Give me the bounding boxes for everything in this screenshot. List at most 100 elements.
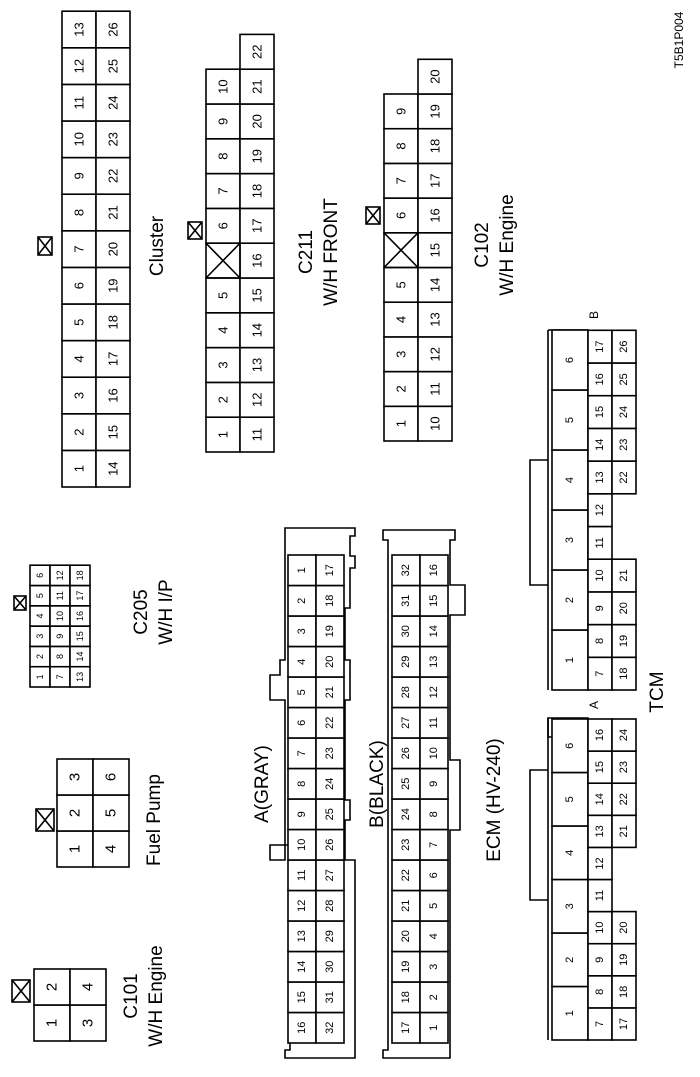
- ecm-a-pin-number: 8: [296, 781, 308, 787]
- c205-pin-cell: [69, 564, 91, 587]
- ecm-b-pin-cell: [391, 859, 421, 892]
- ecm-b-pin-number: 24: [400, 808, 412, 820]
- tcm-a-pin-number: 23: [618, 761, 630, 773]
- tcm-b-pin-cell: [611, 558, 637, 593]
- tcm-b-pin-1: 1: [551, 629, 589, 691]
- tcm-a-pin-20: 20: [611, 910, 637, 945]
- tcm-label: TCM: [647, 671, 668, 712]
- cluster-label: Cluster: [147, 215, 168, 276]
- cluster-pin-number: 19: [106, 278, 121, 292]
- c211-pin-number: 12: [250, 393, 265, 407]
- c211-pin-number: 5: [216, 292, 231, 299]
- cluster-pin-number: 1: [72, 465, 87, 472]
- c205-pin-number: 6: [35, 573, 45, 578]
- cluster-pin-number: 2: [72, 428, 87, 435]
- ecm-b-pin-number: 12: [428, 686, 440, 698]
- cluster-pin-10: 10: [61, 120, 97, 159]
- ecm-a-pin-17: 17: [315, 554, 345, 587]
- ecm-a-pin-cell: [315, 1011, 345, 1044]
- tcm-b-pin-3: 3: [551, 509, 589, 571]
- c205-pin-14: 14: [69, 645, 91, 668]
- c211-pin-number: 22: [250, 45, 265, 59]
- tcm-b-pin-19: 19: [611, 623, 637, 659]
- tcm-a-pin-number: 10: [594, 922, 606, 934]
- cluster-pin-cell: [95, 339, 131, 379]
- c211-pin-16: 16: [239, 242, 275, 279]
- c101-pin-2: 2: [33, 968, 71, 1006]
- ecm-b-pin-number: 27: [400, 717, 412, 729]
- tcm-a-pin-cell: [587, 718, 613, 752]
- cluster-pin-number: 9: [72, 172, 87, 179]
- c102-pin-cell: [417, 58, 453, 95]
- tcm-a-pin-19: 19: [611, 942, 637, 977]
- tcm-b-pin-number: 15: [594, 406, 606, 418]
- tcm-a-pin-number: 13: [594, 825, 606, 837]
- c211-pin-7: 7: [205, 172, 241, 210]
- ecm-b-pin-13: 13: [419, 645, 449, 678]
- tcm-a-pin-12: 12: [587, 846, 613, 881]
- ecm-b-pin-cell: [419, 859, 449, 892]
- ecm-b-pin-12: 12: [419, 676, 449, 709]
- ecm-b-pin-number: 15: [428, 595, 440, 607]
- cluster-pin-number: 11: [72, 96, 87, 110]
- c211-pin-number: 4: [216, 327, 231, 334]
- tcm-a-pin-cell: [587, 878, 613, 913]
- fuel-pump-pin-number: 4: [103, 845, 120, 853]
- tcm-a-pin-number: 21: [618, 825, 630, 837]
- c102-pin-cell: [383, 336, 419, 373]
- fuel-pump-pin-6: 6: [92, 758, 130, 796]
- c211-label-harness: W/H FRONT: [321, 198, 342, 306]
- fuel-pump-pin-number: 1: [67, 845, 84, 853]
- fuel-pump-pin-cell: [92, 830, 130, 868]
- ecm-a-pin-cell: [315, 584, 345, 617]
- ecm-b-pin-28: 28: [391, 676, 421, 709]
- tcm-b-pin-number: 12: [594, 504, 606, 516]
- ecm-a-pin-number: 26: [324, 839, 336, 851]
- c211-blank-cavity-x2: [205, 242, 241, 279]
- tcm-a-pin-number: 14: [594, 793, 606, 805]
- tcm-a-pin-number: 2: [564, 957, 576, 963]
- ecm-b-pin-cell: [391, 828, 421, 861]
- c211-pin-22: 22: [239, 33, 275, 71]
- c211-pin-6: 6: [205, 207, 241, 244]
- ecm-a-pin-number: 19: [324, 625, 336, 637]
- tcm-a-pin-number: 12: [594, 857, 606, 869]
- ecm-b-pin-number: 7: [428, 842, 440, 848]
- ecm-a-pin-number: 28: [324, 900, 336, 912]
- tcm-b-pin-cell: [587, 329, 613, 364]
- connector-c101: 1 2 3 4 C101 W/H Engine: [11, 945, 167, 1047]
- c102-pin-number: 14: [428, 278, 443, 292]
- tcm-a-pin-22: 22: [611, 782, 637, 817]
- ecm-b-pin-cell: [419, 554, 449, 587]
- ecm-b-pin-10: 10: [419, 737, 449, 770]
- c101-label-id: C101: [121, 973, 142, 1018]
- ecm-b-pin-number: 22: [400, 869, 412, 881]
- tcm-a-pin-number: 16: [594, 729, 606, 741]
- cluster-pin-cell: [95, 10, 131, 49]
- c211-pin-number: 18: [250, 184, 265, 198]
- ecm-b-pin-number: 23: [400, 839, 412, 851]
- ecm-a-pin-14: 14: [287, 950, 317, 983]
- ecm-a-pin-cell: [315, 737, 345, 770]
- c211-pin-number: 19: [250, 149, 265, 163]
- ecm-b-pin-number: 8: [428, 811, 440, 817]
- cluster-pin-25: 25: [95, 46, 131, 86]
- cluster-pin-15: 15: [95, 412, 131, 452]
- c205-pin-number: 5: [35, 593, 45, 598]
- c211-pin-cell: [205, 103, 241, 140]
- tcm-a-pin-21: 21: [611, 814, 637, 849]
- c102-pin-13: 13: [417, 301, 453, 338]
- c102-pin-number: 13: [428, 312, 443, 326]
- c101-pin-cell: [69, 968, 107, 1006]
- ecm-a-pin-number: 21: [324, 686, 336, 698]
- ecm-b-pin-26: 26: [391, 737, 421, 770]
- tcm-b-pin-cell: [611, 329, 637, 364]
- ecm-b-pin-15: 15: [419, 584, 449, 617]
- c211-lock-tab-x2: [187, 221, 203, 240]
- ecm-a-pin-number: 32: [324, 1022, 336, 1034]
- ecm-b-pin-cell: [391, 981, 421, 1014]
- cluster-pin-cell: [61, 156, 97, 196]
- tcm-a-pin-number: 5: [564, 796, 576, 802]
- ecm-a-pin-6: 6: [287, 706, 317, 739]
- tcm-b-pin-15: 15: [587, 394, 613, 430]
